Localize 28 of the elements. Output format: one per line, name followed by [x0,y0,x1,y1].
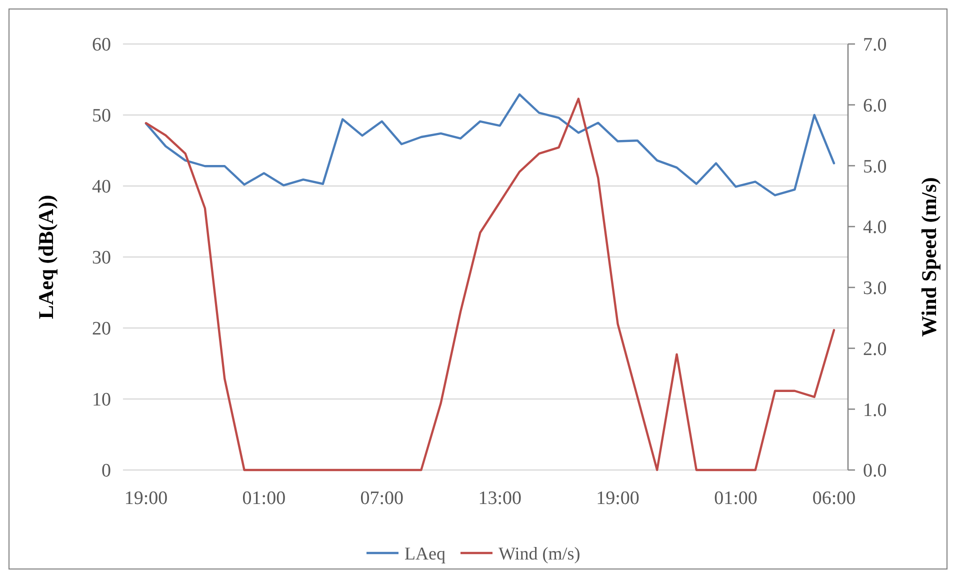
y-tick-label: 60 [92,34,111,56]
x-tick-label: 06:00 [812,488,856,509]
y2-tick-label: 6.0 [863,96,887,117]
legend-label: LAeq [404,543,446,564]
y2-tick-label: 3.0 [863,278,887,300]
y2-tick-label: 7.0 [863,34,887,56]
x-tick-label: 01:00 [714,488,758,509]
y2-tick-label: 4.0 [863,217,887,238]
legend-label: Wind (m/s) [498,543,580,564]
y-tick-label: 30 [92,248,111,269]
x-tick-label: 01:00 [242,488,286,509]
y2-tick-label: 0.0 [863,460,887,482]
y2-axis-title: Wind Speed (m/s) [917,177,941,337]
y2-tick-label: 1.0 [863,400,887,421]
x-tick-label: 19:00 [596,488,640,509]
line-series [144,98,836,472]
y2-tick-label: 2.0 [863,338,887,360]
y-tick-label: 20 [92,318,111,340]
y-axis-title: LAeq (dB(A)) [34,194,58,320]
x-tick-label: 07:00 [360,488,404,509]
x-tick-label: 19:00 [124,488,168,509]
x-tick-label: 13:00 [478,488,522,509]
y2-tick-label: 5.0 [863,156,887,178]
line-series [144,93,836,196]
y-tick-label: 0 [102,460,111,482]
y-tick-label: 50 [92,106,111,127]
y-tick-label: 40 [92,176,111,198]
y-tick-label: 10 [92,390,111,411]
